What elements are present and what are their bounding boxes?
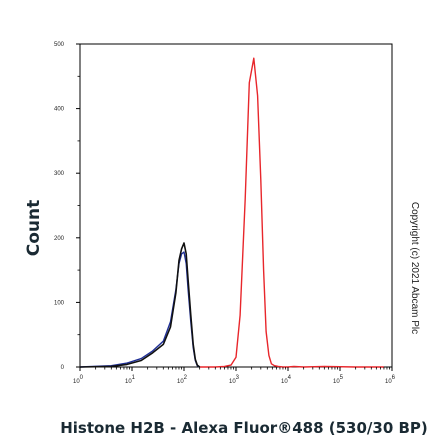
series-line <box>79 251 201 368</box>
x-tick-label: 103 <box>229 375 240 385</box>
plot-area <box>79 43 393 368</box>
plot-frame <box>79 43 393 368</box>
x-tick-label: 100 <box>73 375 84 385</box>
x-tick-label: 104 <box>281 375 292 385</box>
x-tick-label: 102 <box>177 375 188 385</box>
y-tick-label: 500 <box>54 42 65 48</box>
series-line <box>79 242 201 368</box>
y-tick-label: 300 <box>54 171 65 177</box>
x-axis-ticks: 100 101 102 103 104 105 106 <box>73 367 396 385</box>
y-tick-label: 200 <box>54 236 65 242</box>
y-tick-label: 0 <box>61 365 65 371</box>
y-axis-label: Count <box>24 200 44 257</box>
y-tick-label: 400 <box>54 107 65 113</box>
x-tick-label: 106 <box>385 375 396 385</box>
series-line <box>199 57 384 368</box>
x-tick-label: 101 <box>125 375 136 385</box>
x-axis-label: Histone H2B - Alexa Fluor®488 (530/30 BP… <box>60 419 428 437</box>
copyright-notice: Copyright (c) 2021 Abcam Plc <box>409 202 420 334</box>
y-tick-label: 100 <box>54 300 65 306</box>
y-axis-ticks: 0 100 200 300 400 500 <box>54 42 80 371</box>
x-tick-label: 105 <box>333 375 344 385</box>
